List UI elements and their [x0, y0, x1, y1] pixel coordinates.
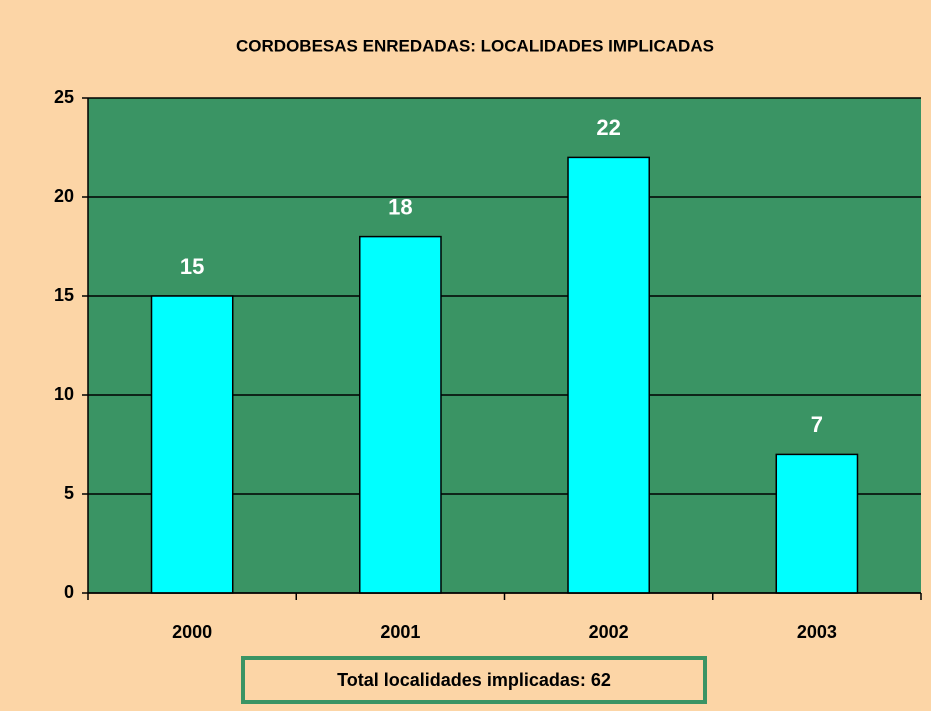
y-tick-label: 10 — [54, 384, 74, 404]
y-tick-label: 15 — [54, 285, 74, 305]
annotation-box — [241, 656, 707, 704]
data-label: 22 — [596, 115, 620, 140]
x-tick-label: 2001 — [380, 622, 420, 642]
bar — [567, 156, 650, 594]
x-tick-label: 2002 — [589, 622, 629, 642]
chart-title: CORDOBESAS ENREDADAS: LOCALIDADES IMPLIC… — [236, 36, 714, 55]
y-tick-label: 5 — [64, 483, 74, 503]
bar — [775, 453, 859, 594]
data-label: 7 — [811, 412, 823, 437]
y-tick-label: 20 — [54, 186, 74, 206]
x-tick-label: 2000 — [172, 622, 212, 642]
y-tick-label: 0 — [64, 582, 74, 602]
annotation: Total localidades implicadas: 62 — [337, 670, 611, 690]
data-label: 15 — [180, 254, 204, 279]
bar — [150, 295, 234, 594]
bar — [359, 235, 442, 594]
y-tick-label: 25 — [54, 87, 74, 107]
x-tick-label: 2003 — [797, 622, 837, 642]
data-label: 18 — [388, 194, 412, 219]
